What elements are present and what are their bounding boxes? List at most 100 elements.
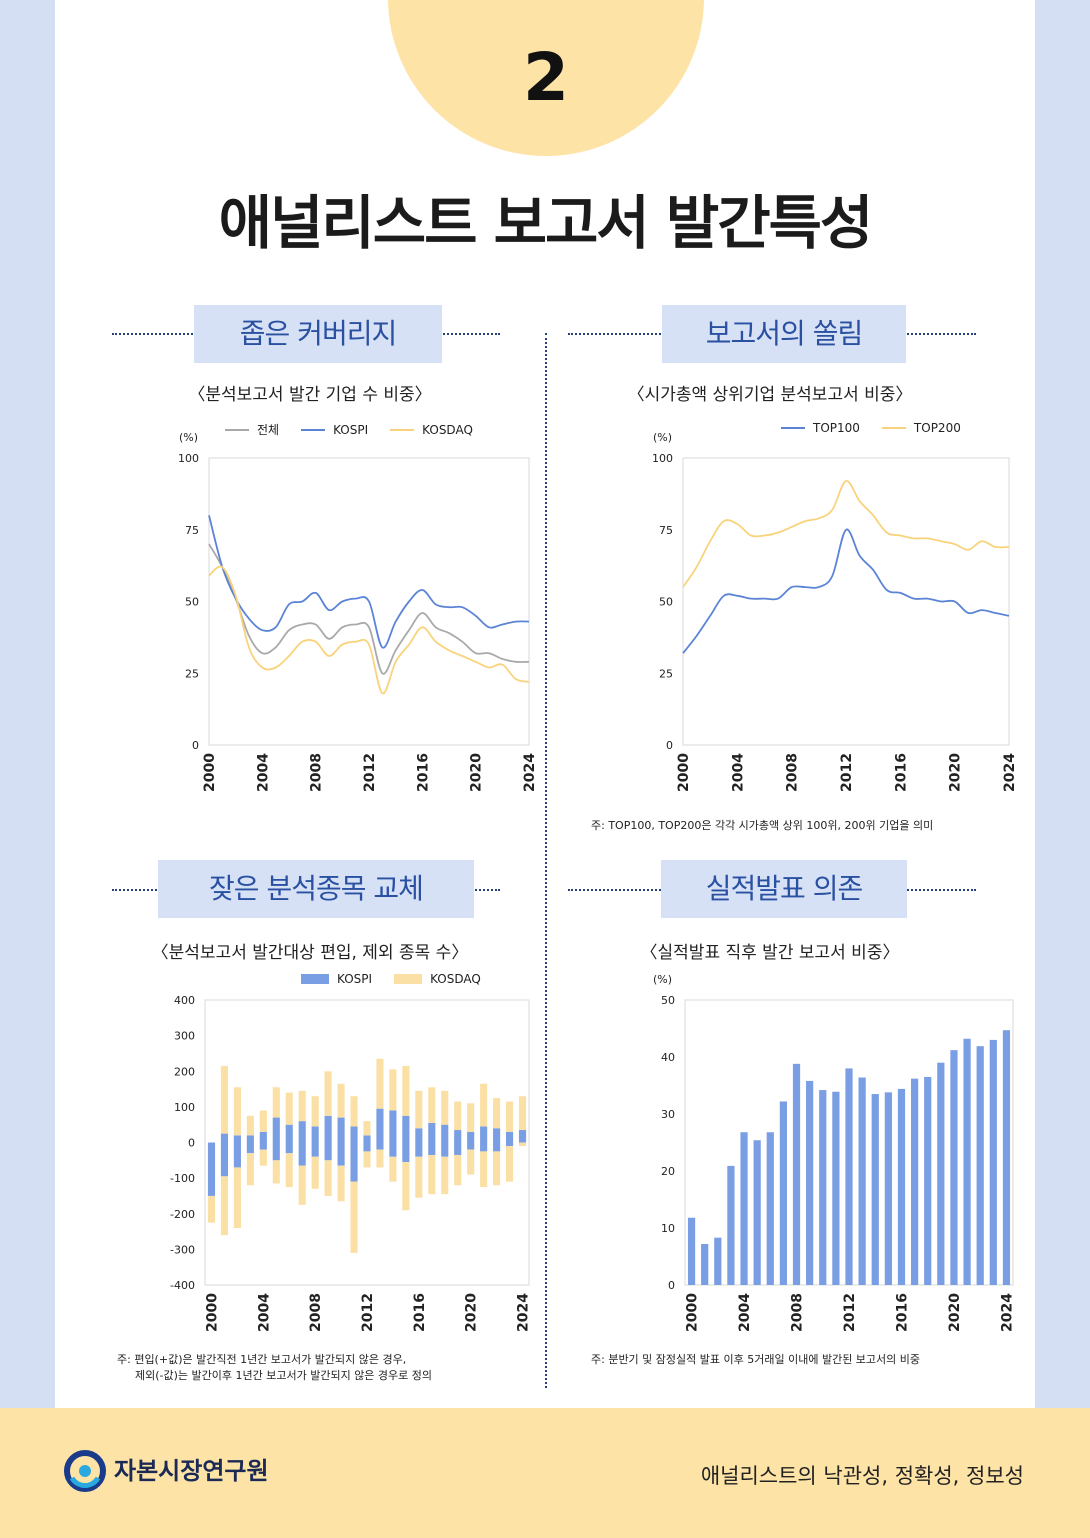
bar-kospi-inclusion bbox=[441, 1124, 449, 1143]
y-tick-label: 50 bbox=[661, 994, 675, 1007]
bar-kosdaq-inclusion bbox=[311, 1096, 319, 1127]
bar-kospi-exclusion bbox=[337, 1142, 345, 1166]
bar-kosdaq-exclusion bbox=[428, 1154, 436, 1195]
y-tick-label: 0 bbox=[188, 1137, 195, 1150]
page-number: 2 bbox=[523, 39, 569, 116]
bar-earnings-share bbox=[819, 1090, 827, 1285]
chart-subtitle: 〈실적발표 직후 발간 보고서 비중〉 bbox=[640, 943, 900, 963]
x-tick-label: 2008 bbox=[790, 1293, 806, 1332]
plot-frame bbox=[682, 457, 1010, 746]
series-line-top200 bbox=[682, 480, 1010, 588]
bar-kosdaq-inclusion bbox=[505, 1101, 514, 1132]
bar-kospi-exclusion bbox=[389, 1142, 397, 1157]
bar-kosdaq-inclusion bbox=[259, 1110, 267, 1132]
footer-series-title: 애널리스트의 낙관성, 정확성, 정보성 bbox=[700, 1464, 1024, 1488]
bar-kosdaq-exclusion bbox=[493, 1151, 501, 1186]
bar-kosdaq-exclusion bbox=[311, 1156, 319, 1189]
bar-earnings-share bbox=[753, 1140, 761, 1285]
y-tick-label: -200 bbox=[170, 1208, 195, 1221]
bar-earnings-share bbox=[950, 1050, 958, 1285]
bar-kospi-inclusion bbox=[285, 1124, 293, 1143]
bar-kospi-inclusion bbox=[389, 1110, 397, 1143]
bar-kospi-inclusion bbox=[467, 1131, 475, 1143]
chart-earnings-reports: (%) 0 10 20 30 40 50 2000 2004 2008 2012 2016 2020 20… bbox=[653, 973, 1015, 1332]
chart-legend: TOP100 TOP200 bbox=[781, 421, 961, 435]
bar-kosdaq-inclusion bbox=[337, 1083, 345, 1118]
bar-earnings-share bbox=[714, 1237, 722, 1285]
bar-kosdaq-inclusion bbox=[389, 1069, 397, 1111]
bar-earnings-share bbox=[858, 1077, 866, 1285]
series-line-top100 bbox=[682, 528, 1010, 654]
legend-item: TOP200 bbox=[881, 421, 961, 435]
bar-kospi-exclusion bbox=[441, 1142, 449, 1157]
bar-kosdaq-inclusion bbox=[493, 1097, 501, 1129]
bar-kospi-exclusion bbox=[285, 1142, 293, 1154]
bar-kosdaq-exclusion bbox=[415, 1156, 423, 1198]
bar-kosdaq-exclusion bbox=[363, 1151, 371, 1168]
y-tick-label: 10 bbox=[661, 1222, 675, 1235]
y-tick-label: 50 bbox=[659, 596, 673, 609]
bar-kosdaq-inclusion bbox=[480, 1083, 488, 1127]
x-tick-label: 2020 bbox=[947, 1293, 963, 1332]
bar-earnings-share bbox=[897, 1088, 906, 1285]
bar-kosdaq-exclusion bbox=[207, 1195, 216, 1223]
chart-note: 주: 편입(+값)은 발간직전 1년간 보고서가 발간되지 않은 경우, bbox=[117, 1353, 407, 1366]
bar-kosdaq-exclusion bbox=[220, 1176, 229, 1236]
x-tick-label: 2020 bbox=[464, 1293, 480, 1332]
chart-legend: 전체 KOSPI KOSDAQ bbox=[225, 421, 473, 438]
x-tick-label: 2000 bbox=[204, 1293, 220, 1332]
y-tick-label: 400 bbox=[174, 994, 195, 1007]
bar-kospi-exclusion bbox=[493, 1142, 501, 1152]
x-tick-label: 2004 bbox=[737, 1293, 753, 1332]
bar-earnings-share bbox=[976, 1046, 984, 1285]
bar-kosdaq-inclusion bbox=[415, 1090, 423, 1129]
legend-item: KOSPI bbox=[301, 423, 368, 437]
bar-kosdaq-exclusion bbox=[402, 1162, 410, 1211]
bar-kospi-exclusion bbox=[220, 1142, 229, 1177]
chart-top-concentration: (%) 0 25 50 75 100 2000 2004 2008 2012 2016 2020 202… bbox=[652, 431, 1018, 792]
bar-kospi-inclusion bbox=[272, 1117, 280, 1143]
bar-earnings-share bbox=[937, 1062, 945, 1285]
y-tick-label: 40 bbox=[661, 1051, 675, 1064]
chart-note: 주: TOP100, TOP200은 각각 시가총액 상위 100위, 200위… bbox=[591, 819, 934, 832]
bar-kospi-inclusion bbox=[493, 1128, 501, 1143]
y-tick-label: 200 bbox=[174, 1065, 195, 1078]
bar-kosdaq-exclusion bbox=[480, 1151, 488, 1188]
bar-kosdaq-inclusion bbox=[454, 1101, 462, 1131]
logo-text: 자본시장연구원 bbox=[114, 1457, 269, 1485]
x-tick-label: 2000 bbox=[685, 1293, 701, 1332]
x-tick-label: 2012 bbox=[362, 753, 378, 792]
bar-kosdaq-exclusion bbox=[337, 1165, 345, 1202]
bar-kospi-inclusion bbox=[259, 1131, 267, 1143]
bar-kosdaq-inclusion bbox=[233, 1087, 241, 1136]
bar-kosdaq-inclusion bbox=[298, 1090, 306, 1122]
bar-earnings-share bbox=[845, 1068, 853, 1285]
bar-kospi-exclusion bbox=[505, 1142, 514, 1147]
y-tick-label: -400 bbox=[170, 1279, 195, 1292]
bar-kospi-exclusion bbox=[480, 1142, 488, 1152]
y-tick-label: 25 bbox=[659, 667, 673, 680]
y-tick-label: 20 bbox=[661, 1165, 675, 1178]
legend-item: KOSDAQ bbox=[394, 972, 481, 986]
x-tick-label: 2016 bbox=[893, 753, 909, 792]
y-unit-label: (%) bbox=[179, 431, 198, 444]
bar-kosdaq-exclusion bbox=[324, 1160, 332, 1196]
x-tick-label: 2016 bbox=[894, 1293, 910, 1332]
bar-earnings-share bbox=[924, 1076, 932, 1285]
x-tick-label: 2008 bbox=[309, 753, 325, 792]
bar-kospi-exclusion bbox=[363, 1142, 371, 1152]
bar-kosdaq-exclusion bbox=[246, 1153, 254, 1186]
series-line-전체 bbox=[208, 543, 530, 675]
bar-kospi-inclusion bbox=[518, 1130, 527, 1143]
x-tick-label: 2024 bbox=[999, 1293, 1015, 1332]
bar-kospi-exclusion bbox=[467, 1142, 475, 1150]
bar-earnings-share bbox=[779, 1101, 788, 1285]
vertical-divider bbox=[545, 333, 547, 1388]
chart-legend: KOSPI KOSDAQ bbox=[301, 972, 481, 986]
bar-kospi-exclusion bbox=[324, 1142, 332, 1161]
y-unit-label: (%) bbox=[653, 431, 672, 444]
chart-subtitle: 〈분석보고서 발간대상 편입, 제외 종목 수〉 bbox=[151, 943, 469, 963]
bar-earnings-share bbox=[884, 1092, 892, 1285]
plot-frame bbox=[204, 999, 530, 1286]
x-tick-label: 2012 bbox=[360, 1293, 376, 1332]
